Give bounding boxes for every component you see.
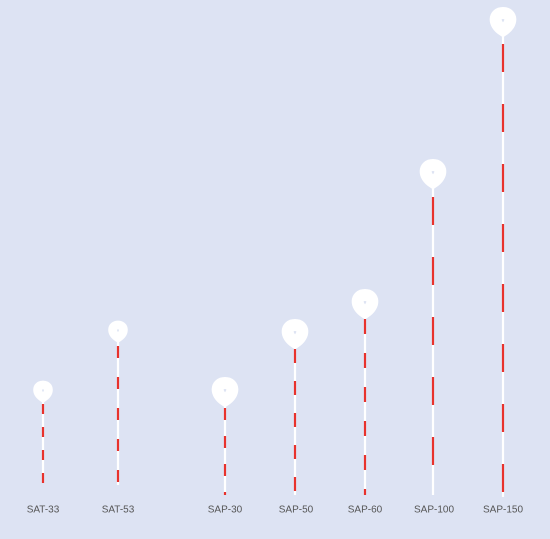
pole-sap-100 xyxy=(426,165,441,495)
product-label: SAT-53 xyxy=(102,505,135,516)
pole-sap-30 xyxy=(218,383,233,495)
pole-sap-150 xyxy=(496,13,511,497)
pole-sap-50 xyxy=(288,325,303,495)
product-label: SAP-50 xyxy=(279,505,314,516)
product-label: SAP-100 xyxy=(414,505,454,516)
pole-sat-33 xyxy=(38,385,49,483)
product-label: SAP-150 xyxy=(483,505,523,516)
product-label: SAP-60 xyxy=(348,505,383,516)
product-label: SAT-33 xyxy=(27,505,60,516)
product-label: SAP-30 xyxy=(208,505,243,516)
pole-sat-53 xyxy=(113,325,124,485)
pole-sap-60 xyxy=(358,295,373,495)
